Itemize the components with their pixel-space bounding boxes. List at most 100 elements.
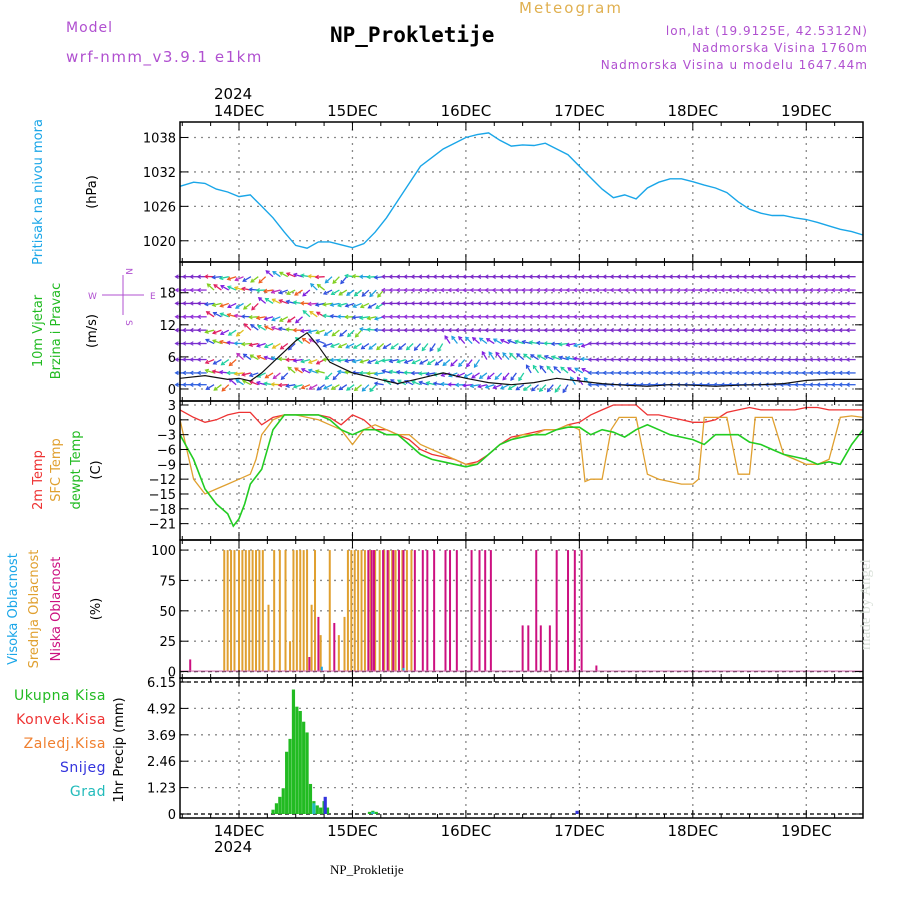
wind-arrow	[213, 284, 222, 291]
wind-arrow-head	[528, 274, 533, 279]
wind-arrow-head	[653, 327, 659, 333]
wind-arrow-head	[594, 341, 600, 346]
wind-arrow	[206, 283, 215, 291]
wind-arrow	[330, 358, 340, 361]
wind-arrow-head	[366, 371, 371, 376]
wind-arrow	[419, 359, 429, 365]
wind-arrow-head	[816, 341, 821, 346]
wind-arrow-head	[523, 386, 528, 391]
wind-arrow-head	[823, 327, 828, 333]
wind-arrow-head	[181, 327, 187, 333]
wind-arrow	[242, 379, 252, 386]
wind-arrow-head	[242, 353, 248, 358]
wind-arrow-head	[587, 341, 592, 346]
wind-arrow-head	[212, 311, 218, 316]
cloud-bar	[237, 550, 240, 672]
wind-arrow-head	[419, 360, 424, 365]
wind-arrow-head	[206, 283, 211, 288]
wind-arrow	[523, 384, 532, 391]
cloud-bar	[521, 625, 524, 672]
wind-arrow-head	[211, 302, 217, 308]
wind-arrow-head	[683, 327, 688, 333]
wind-arrow-head	[661, 274, 666, 279]
cloud-bar	[370, 550, 373, 672]
wind-arrow-head	[395, 327, 401, 333]
wind-arrow-head	[447, 301, 452, 306]
wind-arrow-head	[263, 325, 269, 330]
wind-arrow	[205, 369, 215, 374]
wind-arrow-head	[471, 374, 476, 379]
y-tick-label: 0	[168, 666, 176, 681]
wind-arrow-head	[286, 290, 291, 295]
wind-arrow-head	[263, 381, 268, 387]
wind-arrow-head	[403, 287, 408, 293]
wind-arrow-head	[580, 343, 586, 348]
precip-bar	[319, 807, 323, 814]
wind-arrow-head	[174, 357, 179, 362]
wind-arrow	[227, 313, 237, 318]
wind-arrow-head	[336, 314, 342, 319]
footer-station: NP_Prokletije	[330, 862, 404, 877]
wind-arrow-head	[462, 274, 467, 279]
cloud-bar	[391, 550, 394, 672]
wind-arrow-head	[845, 327, 850, 333]
wind-arrow-head	[587, 357, 592, 362]
cloud-bar	[382, 550, 385, 672]
wind-arrow-head	[189, 301, 194, 306]
wind-arrow-head	[786, 314, 791, 320]
wind-arrow-head	[307, 359, 313, 364]
cloud-bar	[478, 550, 481, 672]
wind-arrow-head	[285, 299, 290, 305]
wind-arrow-head	[698, 274, 703, 279]
wind-arrow-head	[369, 292, 374, 298]
wind-arrow-head	[587, 382, 592, 387]
wind-arrow-head	[440, 381, 445, 387]
wind-arrow-head	[734, 327, 740, 333]
wind-arrow	[510, 372, 517, 381]
wind-arrow-head	[248, 342, 253, 348]
wind-arrow-head	[528, 301, 533, 306]
wind-arrow	[213, 384, 222, 391]
wind-arrow	[532, 365, 540, 374]
wind-arrow-head	[226, 370, 231, 376]
wind-arrow	[539, 384, 547, 392]
wind-arrow-head	[683, 341, 688, 346]
wind-arrow-head	[742, 287, 747, 293]
wind-arrow-head	[734, 370, 740, 376]
wind-arrow-head	[786, 357, 791, 362]
wind-arrow-head	[521, 301, 526, 306]
wind-arrow-head	[661, 341, 666, 346]
panel-frame-precip	[179, 677, 864, 819]
wind-arrow-head	[257, 297, 263, 302]
wind-arrow-head	[295, 319, 300, 324]
wind-arrow-head	[624, 274, 629, 279]
wind-arrow-head	[624, 341, 629, 346]
wind-arrow-head	[506, 274, 511, 279]
wind-arrow-head	[277, 356, 283, 362]
wind-arrow-head	[491, 301, 496, 306]
cloud-bar	[292, 550, 295, 672]
wind-arrow-head	[366, 359, 372, 364]
cloud-bar	[410, 550, 413, 672]
wind-arrow-head	[764, 301, 769, 306]
wind-arrow-head	[823, 314, 828, 320]
wind-arrow-head	[558, 355, 563, 360]
wind-arrow-head	[823, 274, 828, 279]
lonlat-label: lon,lat (19.9125E, 42.5312N)	[665, 24, 868, 38]
wind-arrow-head	[779, 301, 784, 306]
wind-arrow-head	[478, 374, 484, 380]
wind-arrow-head	[698, 301, 703, 306]
wind-arrow	[466, 359, 473, 368]
wind-arrow	[286, 384, 296, 387]
wind-arrow-head	[314, 274, 320, 280]
wind-arrow-head	[543, 301, 548, 306]
wind-arrow-head	[801, 370, 806, 376]
wind-arrow-head	[316, 386, 321, 391]
wind-arrow	[309, 310, 318, 318]
wind-arrow	[537, 354, 547, 361]
wind-arrow-head	[609, 301, 614, 306]
wind-arrow-head	[528, 287, 533, 293]
cloud-bar	[314, 550, 317, 672]
wind-arrow-head	[292, 272, 298, 278]
wind-arrow-head	[330, 291, 336, 296]
